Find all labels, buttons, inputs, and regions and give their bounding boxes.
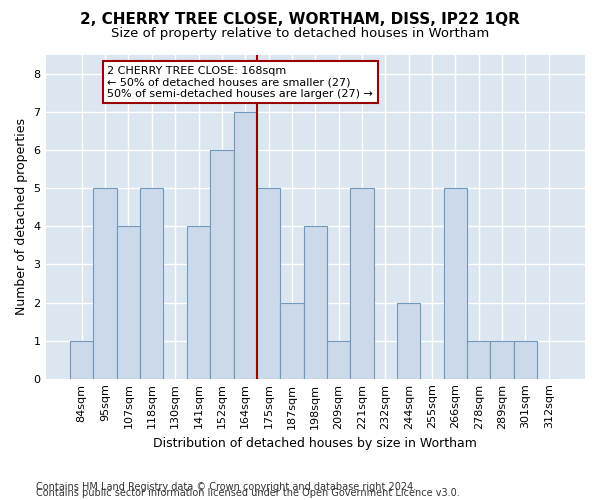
Bar (397, 302, 421, 378)
Bar (257, 188, 280, 378)
Bar (117, 226, 140, 378)
X-axis label: Distribution of detached houses by size in Wortham: Distribution of detached houses by size … (154, 437, 477, 450)
Bar (233, 112, 257, 378)
Bar (280, 302, 304, 378)
Text: 2, CHERRY TREE CLOSE, WORTHAM, DISS, IP22 1QR: 2, CHERRY TREE CLOSE, WORTHAM, DISS, IP2… (80, 12, 520, 28)
Bar (94, 188, 117, 378)
Text: Contains public sector information licensed under the Open Government Licence v3: Contains public sector information licen… (36, 488, 460, 498)
Bar (70, 340, 94, 378)
Bar (140, 188, 163, 378)
Bar (514, 340, 537, 378)
Text: Size of property relative to detached houses in Wortham: Size of property relative to detached ho… (111, 28, 489, 40)
Text: Contains HM Land Registry data © Crown copyright and database right 2024.: Contains HM Land Registry data © Crown c… (36, 482, 416, 492)
Bar (304, 226, 327, 378)
Bar (444, 188, 467, 378)
Y-axis label: Number of detached properties: Number of detached properties (15, 118, 28, 316)
Bar (210, 150, 233, 378)
Bar (187, 226, 210, 378)
Bar (467, 340, 490, 378)
Bar (350, 188, 374, 378)
Bar (327, 340, 350, 378)
Text: 2 CHERRY TREE CLOSE: 168sqm
← 50% of detached houses are smaller (27)
50% of sem: 2 CHERRY TREE CLOSE: 168sqm ← 50% of det… (107, 66, 373, 99)
Bar (490, 340, 514, 378)
